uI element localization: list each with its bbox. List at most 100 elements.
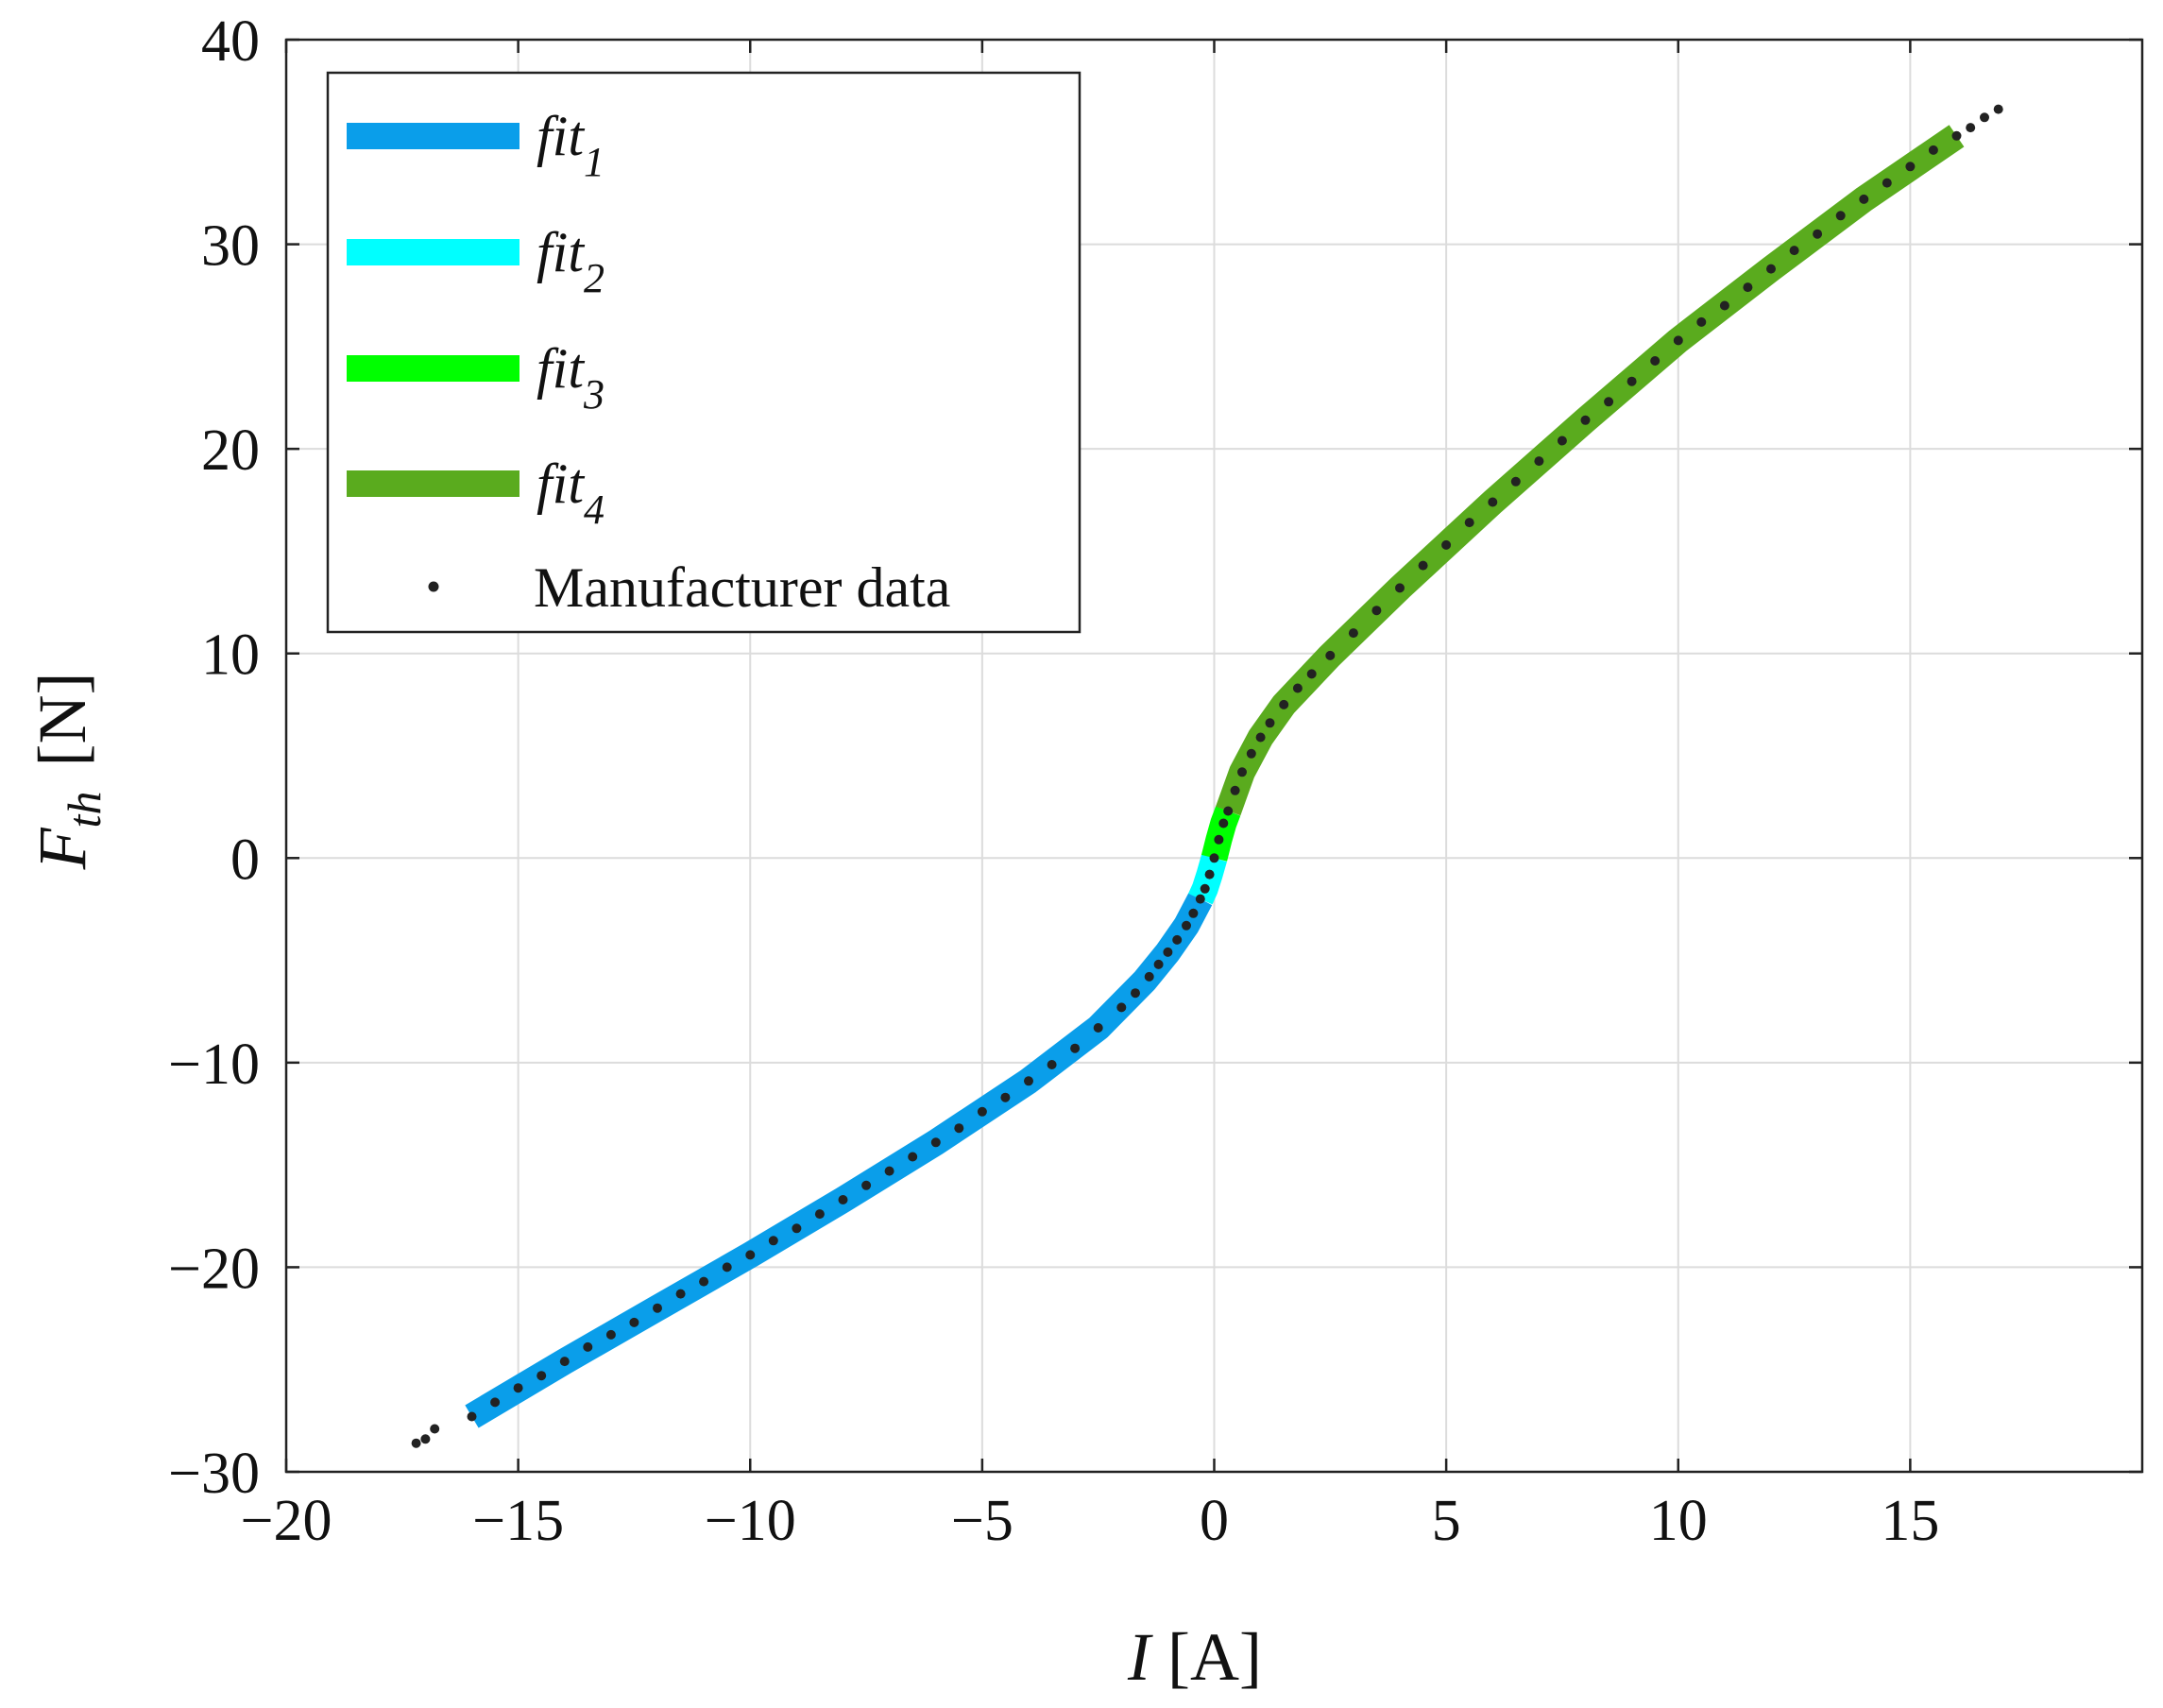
data-point	[1395, 583, 1405, 593]
data-point	[1116, 1002, 1127, 1013]
data-point	[1144, 971, 1154, 982]
data-point	[1650, 356, 1661, 366]
data-point	[1195, 894, 1205, 904]
data-point	[605, 1329, 616, 1340]
data-point	[1418, 560, 1428, 571]
data-point	[411, 1438, 421, 1448]
data-point	[1153, 959, 1164, 969]
x-tick-label: −10	[705, 1489, 796, 1553]
y-tick-label: −20	[168, 1237, 260, 1301]
data-point	[1951, 130, 1962, 141]
data-point	[814, 1209, 825, 1220]
data-point	[653, 1303, 662, 1313]
x-tick-label: −15	[472, 1489, 564, 1553]
data-point	[1673, 335, 1683, 346]
y-tick-label: 30	[201, 214, 260, 279]
legend-label-fit4: fit4	[536, 453, 605, 533]
data-point	[722, 1262, 732, 1272]
x-axis-ticks: −20 −15 −10 −5 0 5 10 15	[241, 40, 1939, 1553]
legend-label-fit3: fit3	[536, 337, 605, 418]
x-axis-symbol: I	[1127, 1619, 1153, 1695]
data-point	[1070, 1043, 1081, 1053]
x-tick-label: −20	[241, 1489, 332, 1553]
data-point	[1719, 300, 1729, 311]
data-point	[1265, 718, 1275, 728]
data-point	[675, 1289, 686, 1299]
data-point	[1163, 947, 1173, 957]
data-point	[1223, 806, 1234, 816]
data-point	[1047, 1060, 1057, 1069]
data-point	[559, 1357, 570, 1367]
data-point	[1441, 539, 1452, 550]
legend-label-fit2: fit2	[536, 221, 605, 301]
x-axis-label: I [A]	[1127, 1619, 1262, 1695]
data-point	[954, 1123, 964, 1134]
data-point	[1172, 934, 1183, 945]
data-point	[1534, 456, 1544, 467]
legend-box	[326, 71, 1082, 634]
data-point	[884, 1166, 894, 1176]
x-tick-label: 5	[1432, 1489, 1461, 1553]
data-point	[430, 1424, 440, 1434]
data-point	[792, 1223, 802, 1234]
data-point	[1835, 211, 1846, 221]
data-point	[1371, 606, 1382, 616]
y-tick-label: 10	[201, 623, 260, 688]
data-point	[629, 1317, 639, 1327]
data-point	[1580, 415, 1591, 425]
y-tick-label: 0	[230, 828, 260, 892]
data-point	[1604, 397, 1614, 407]
data-point	[1204, 869, 1215, 880]
data-point	[536, 1371, 547, 1381]
data-point	[908, 1152, 918, 1162]
data-point	[1789, 246, 1799, 256]
data-point	[583, 1341, 593, 1352]
data-point	[1882, 178, 1892, 188]
x-tick-label: −5	[951, 1489, 1013, 1553]
data-point	[861, 1180, 872, 1190]
data-point	[1237, 767, 1247, 777]
data-point	[1510, 476, 1521, 487]
series-line-fit1	[465, 893, 1213, 1428]
series-line-fit3	[1201, 806, 1241, 862]
data-point	[490, 1397, 501, 1408]
data-point	[420, 1434, 431, 1444]
data-point	[1464, 518, 1474, 528]
data-point	[1218, 818, 1229, 828]
data-point	[1230, 785, 1240, 795]
data-point	[1743, 282, 1753, 293]
data-point	[1131, 988, 1140, 999]
y-tick-label: 20	[201, 418, 260, 483]
data-point	[1279, 699, 1289, 709]
y-axis-subscript: th	[58, 792, 111, 828]
data-point	[1306, 669, 1317, 679]
data-point	[1928, 145, 1938, 155]
data-point	[467, 1411, 477, 1422]
x-tick-label: 10	[1649, 1489, 1708, 1553]
data-point	[1093, 1023, 1103, 1033]
data-point	[1627, 376, 1637, 386]
data-point	[1188, 908, 1199, 918]
data-point	[768, 1236, 778, 1246]
data-point	[1292, 683, 1303, 693]
data-point	[1993, 104, 2003, 114]
data-point	[1214, 834, 1224, 845]
data-point	[1325, 650, 1336, 660]
y-tick-label: 40	[201, 9, 260, 74]
y-axis-symbol: F	[25, 827, 100, 870]
data-point	[1859, 194, 1869, 204]
x-tick-label: 0	[1200, 1489, 1229, 1553]
data-point	[977, 1106, 987, 1117]
data-point	[1024, 1076, 1033, 1086]
data-point	[699, 1276, 709, 1287]
legend-label-fit1: fit1	[536, 105, 605, 185]
x-tick-label: 15	[1881, 1489, 1939, 1553]
data-point	[1966, 123, 1976, 133]
data-point	[1980, 112, 1989, 123]
data-point	[1696, 316, 1707, 327]
data-point	[1209, 853, 1219, 863]
data-point	[930, 1137, 941, 1148]
data-point	[838, 1195, 848, 1204]
data-point	[1348, 628, 1358, 639]
y-axis-label: Fth [N]	[25, 673, 111, 871]
